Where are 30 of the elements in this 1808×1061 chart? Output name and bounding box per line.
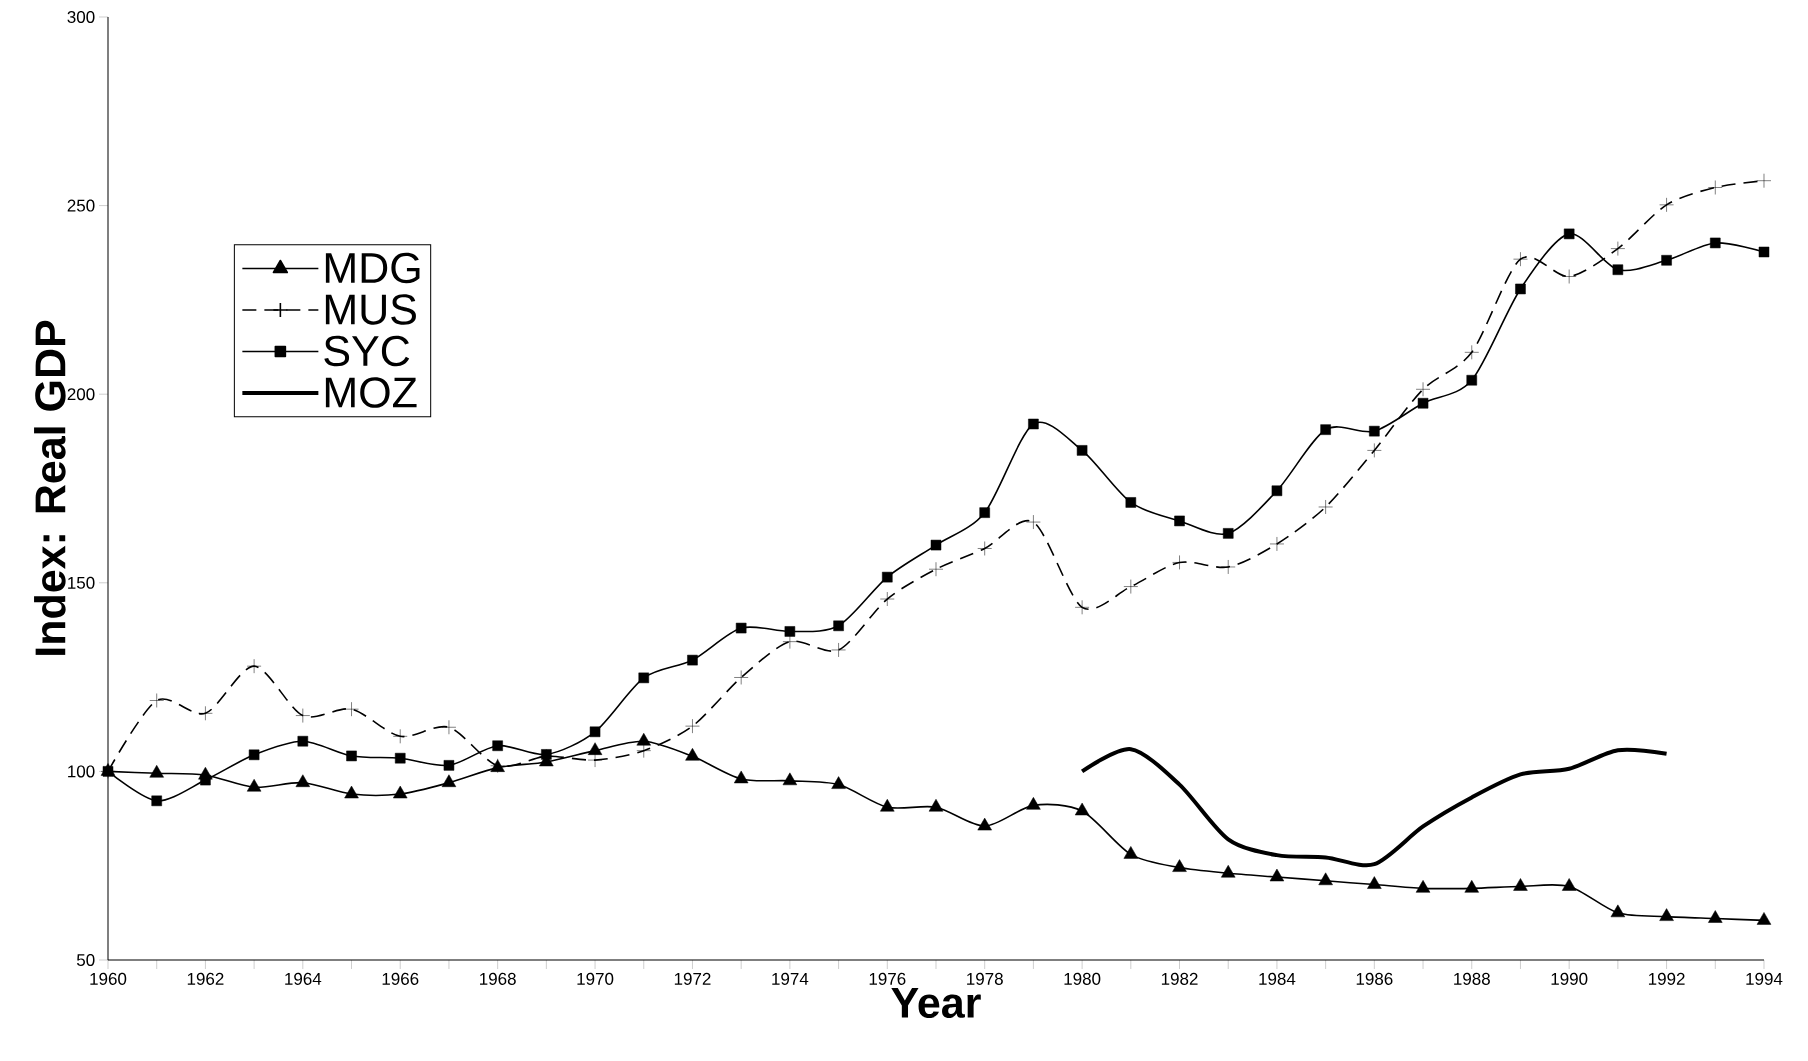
x-axis-title: Year: [891, 988, 981, 1019]
x-tick-label: 1994: [1746, 972, 1783, 985]
y-axis-title: Index: Real GDP: [34, 320, 66, 655]
x-tick-label: 1960: [90, 972, 127, 985]
x-tick-label: 1976: [869, 972, 906, 985]
y-tick-label: 250: [67, 199, 95, 212]
x-tick-label: 1970: [577, 972, 614, 985]
x-tick-label: 1978: [967, 972, 1003, 985]
x-tick-label: 1964: [285, 972, 322, 985]
x-tick-label: 1988: [1454, 972, 1490, 985]
x-tick-label: 1982: [1161, 972, 1198, 985]
y-tick-label: 50: [76, 953, 95, 967]
y-tick-label: 200: [67, 388, 95, 401]
x-tick-label: 1984: [1259, 972, 1296, 985]
legend-label: MDG: [325, 252, 420, 284]
x-tick-label: 1986: [1356, 972, 1393, 985]
x-tick-label: 1980: [1064, 972, 1101, 985]
x-tick-label: 1968: [480, 972, 516, 985]
legend-label: SYC: [324, 335, 410, 367]
x-tick-label: 1974: [772, 972, 809, 985]
x-tick-label: 1962: [187, 972, 224, 985]
y-tick-label: 100: [68, 765, 95, 778]
x-tick-label: 1972: [674, 972, 711, 985]
x-tick-label: 1966: [382, 972, 419, 985]
y-tick-label: 150: [68, 576, 95, 589]
y-tick-label: 300: [67, 10, 95, 24]
legend-label: MUS: [325, 294, 416, 325]
legend-label: MOZ: [325, 377, 417, 408]
x-tick-label: 1990: [1551, 972, 1588, 985]
x-tick-label: 1992: [1648, 972, 1685, 985]
